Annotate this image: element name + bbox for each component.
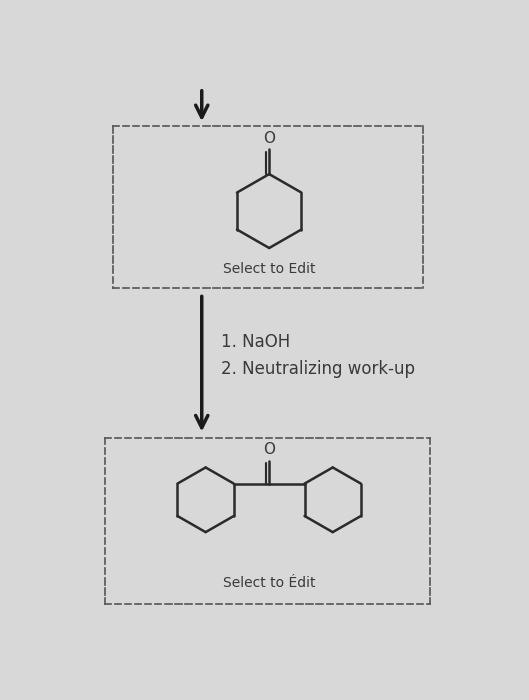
Text: 2. Neutralizing work-up: 2. Neutralizing work-up — [221, 360, 415, 378]
Text: O: O — [263, 442, 275, 456]
Text: O: O — [263, 131, 275, 146]
Text: 1. NaOH: 1. NaOH — [221, 333, 290, 351]
Text: Select to Edit: Select to Edit — [223, 262, 315, 276]
Text: Select to Édit: Select to Édit — [223, 576, 315, 590]
